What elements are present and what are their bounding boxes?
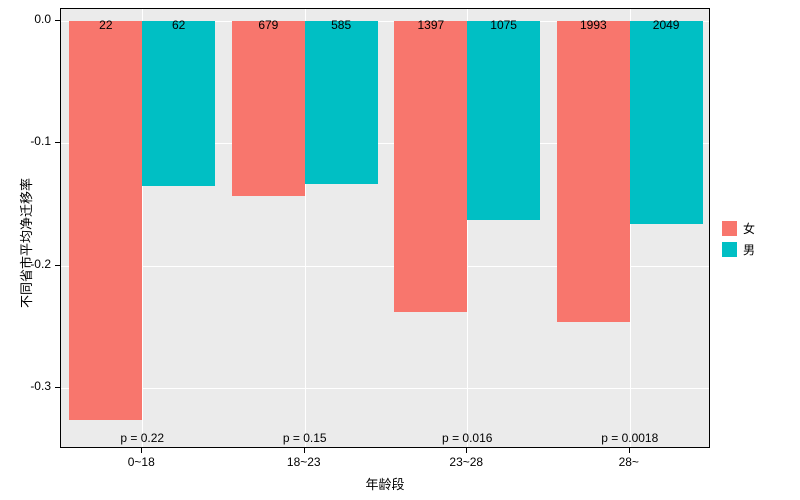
count-label: 62 [172,18,185,32]
y-tick [55,20,60,21]
legend: 女男 [722,220,755,262]
bar-female [394,21,467,312]
x-tick-label: 28~ [579,455,679,469]
bar-male [630,21,703,224]
p-value-label: p = 0.22 [120,431,164,445]
y-gridline [61,388,709,389]
x-tick [629,448,630,453]
count-label: 1397 [417,18,444,32]
count-label: 1993 [580,18,607,32]
bar-female [232,21,305,196]
legend-item: 男 [722,241,755,258]
count-label: 2049 [653,18,680,32]
x-tick-label: 23~28 [416,455,516,469]
p-value-label: p = 0.0018 [601,431,658,445]
legend-label: 女 [743,220,755,237]
x-tick [466,448,467,453]
p-value-label: p = 0.15 [283,431,327,445]
y-tick [55,265,60,266]
x-tick [304,448,305,453]
bar-male [142,21,215,186]
x-axis-title: 年龄段 [60,474,710,493]
legend-item: 女 [722,220,755,237]
x-tick-label: 18~23 [254,455,354,469]
p-value-label: p = 0.016 [442,431,492,445]
bar-female [69,21,142,419]
chart: 22 62 p = 0.22 679 585 p = 0.15 1397 1075 p = 0.… [0,0,800,500]
bar-male [467,21,540,220]
bar-female [557,21,630,322]
count-label: 1075 [490,18,517,32]
y-tick-label: -0.2 [0,257,51,271]
bar-male [305,21,378,184]
y-axis-title: 不同省市平均净迁移率 [16,178,35,308]
x-tick-label: 0~18 [91,455,191,469]
legend-swatch [722,221,737,236]
y-tick-label: 0.0 [0,12,51,26]
count-label: 22 [99,18,112,32]
count-label: 585 [331,18,351,32]
legend-swatch [722,242,737,257]
y-tick [55,142,60,143]
count-label: 679 [258,18,278,32]
y-tick-label: -0.1 [0,134,51,148]
x-tick [141,448,142,453]
legend-label: 男 [743,241,755,258]
plot-area: 22 62 p = 0.22 679 585 p = 0.15 1397 1075 p = 0.… [60,8,710,448]
y-tick [55,387,60,388]
y-tick-label: -0.3 [0,379,51,393]
